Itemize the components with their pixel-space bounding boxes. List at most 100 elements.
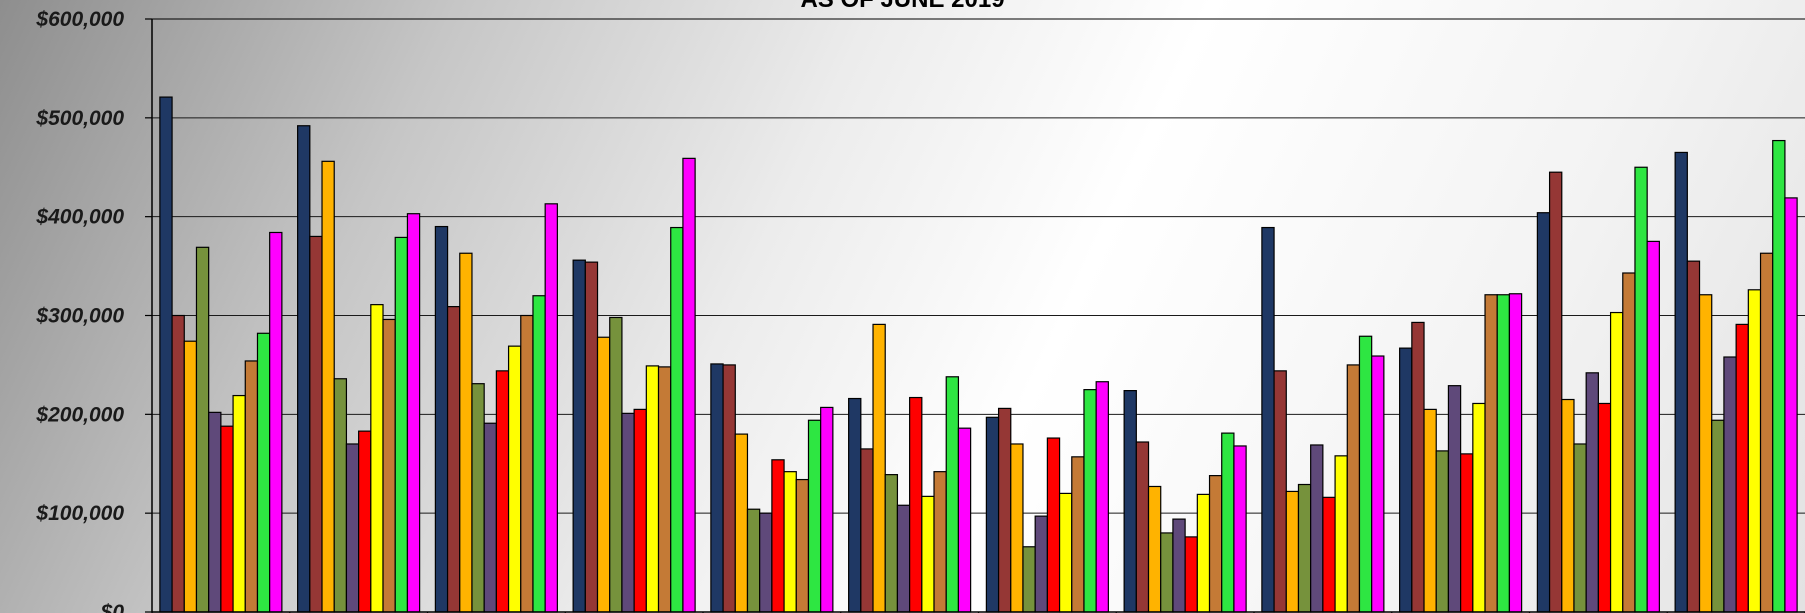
bar <box>507 345 522 613</box>
bar <box>596 336 611 613</box>
bar <box>345 443 360 613</box>
bar <box>434 225 449 613</box>
bar <box>1634 166 1648 613</box>
bar <box>933 471 947 613</box>
bar <box>220 425 234 613</box>
bar <box>1508 293 1523 613</box>
chart-title: AS OF JUNE 2019 <box>0 0 1805 14</box>
y-tick-label: $300,000 <box>35 305 124 328</box>
bar <box>406 213 421 613</box>
bar <box>820 406 834 613</box>
bar <box>1460 453 1474 613</box>
bar <box>1698 294 1713 613</box>
bar <box>945 376 960 613</box>
bar <box>1399 347 1413 613</box>
bar <box>297 125 311 613</box>
bar <box>657 366 672 613</box>
bar <box>483 422 497 613</box>
bar <box>722 364 736 613</box>
bar <box>1484 294 1498 613</box>
bar <box>1585 372 1599 613</box>
bar <box>848 397 862 613</box>
bar <box>1071 456 1085 613</box>
bar <box>208 411 222 613</box>
bar <box>1496 294 1511 613</box>
bar <box>1095 381 1109 613</box>
bar <box>1561 398 1575 613</box>
bar <box>670 226 684 613</box>
bar <box>860 448 874 613</box>
bar <box>896 504 911 613</box>
bar <box>1058 492 1073 613</box>
bar <box>1711 419 1725 613</box>
bar <box>1609 311 1624 613</box>
bar <box>1759 252 1774 613</box>
bar <box>872 323 886 613</box>
bar <box>1723 356 1737 613</box>
bar <box>532 295 546 613</box>
bar <box>985 416 1000 613</box>
bar <box>957 427 972 613</box>
bar <box>244 360 259 613</box>
y-axis-tick-labels: $0 $100,000 $200,000 $300,000 $400,000 $500,0… <box>35 8 124 613</box>
bars <box>159 96 1798 613</box>
bar <box>544 203 558 613</box>
bar <box>609 316 623 613</box>
bar <box>1346 364 1361 613</box>
bar <box>682 157 696 613</box>
bar <box>1221 432 1235 613</box>
y-tick-label: $500,000 <box>35 107 124 130</box>
bar <box>309 235 323 613</box>
bar <box>1297 483 1312 613</box>
bar <box>1435 450 1450 613</box>
bar <box>1083 389 1097 613</box>
axes <box>145 18 1805 613</box>
bar <box>1046 437 1061 613</box>
bar <box>1536 212 1551 613</box>
y-tick-label: $0 <box>100 601 125 613</box>
bar <box>394 236 409 613</box>
bar <box>333 378 348 613</box>
bar <box>795 478 810 613</box>
bar <box>1411 321 1425 613</box>
bar <box>1334 455 1348 613</box>
bar <box>382 318 396 613</box>
bar <box>1022 546 1036 613</box>
bar <box>171 314 185 613</box>
bar <box>1285 490 1300 613</box>
bar <box>256 332 271 613</box>
bar <box>807 419 822 613</box>
bar <box>1784 197 1798 613</box>
bar <box>621 412 635 613</box>
gridlines <box>152 18 1805 514</box>
y-tick-label: $100,000 <box>35 502 124 525</box>
bar <box>1310 444 1324 613</box>
bar <box>783 471 797 613</box>
bar <box>1034 515 1048 613</box>
bar <box>321 160 335 613</box>
bar <box>269 231 283 613</box>
bar <box>1160 532 1174 613</box>
bar <box>1747 289 1762 613</box>
bar <box>1548 171 1563 613</box>
bar <box>1172 518 1186 613</box>
bar <box>1573 443 1587 613</box>
bar <box>997 407 1012 613</box>
bar <box>1622 272 1636 613</box>
bar <box>584 261 599 613</box>
bar <box>734 433 749 613</box>
bar <box>1322 496 1336 613</box>
bar <box>1472 402 1486 613</box>
bar <box>1772 139 1786 613</box>
bar <box>1196 493 1211 613</box>
bar <box>633 408 647 613</box>
y-tick-label: $400,000 <box>35 206 124 229</box>
bar <box>1597 402 1612 613</box>
bar <box>459 252 473 613</box>
bar <box>183 340 198 613</box>
bar <box>771 459 785 613</box>
bar <box>1358 335 1373 613</box>
bar <box>520 314 534 613</box>
bar <box>370 304 384 613</box>
